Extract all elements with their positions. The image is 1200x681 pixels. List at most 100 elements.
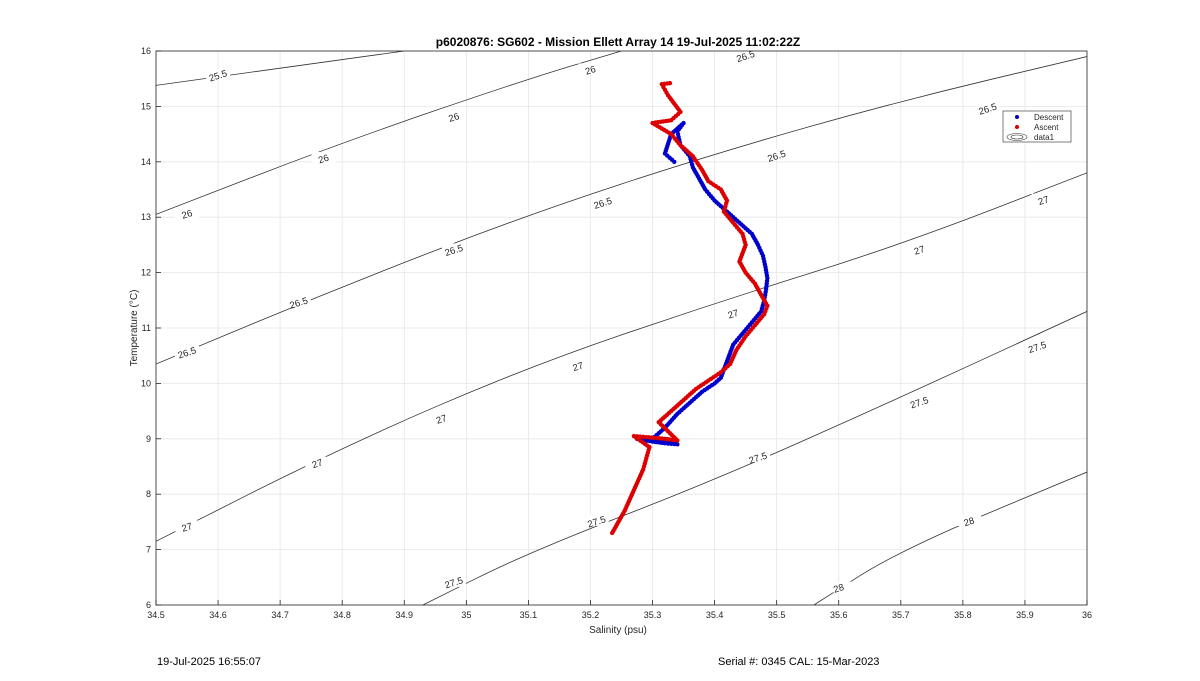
x-tick-label: 35.5 <box>768 610 786 620</box>
contour-label-background <box>429 412 454 424</box>
x-tick-label: 35.9 <box>1016 610 1034 620</box>
legend-label: Ascent <box>1034 123 1059 132</box>
grid-lines <box>155 50 1088 606</box>
density-contour-labels: 25.5 26 26 26 26 26.5 26.5 26.5 26.5 26.5 26.5 26.5… <box>175 49 1056 596</box>
contour-label: 27.5 <box>586 514 607 530</box>
x-tick-label: 34.5 <box>147 610 165 620</box>
x-tick-label: 35.1 <box>520 610 538 620</box>
contour-label: 27.5 <box>1027 340 1048 356</box>
contour-label: 27 <box>1037 194 1050 208</box>
contour-label: 27 <box>311 457 324 471</box>
legend-box <box>1002 110 1072 143</box>
density-contour-line <box>813 471 1087 605</box>
contour-label: 25.5 <box>208 68 229 84</box>
contour-label-background <box>311 152 336 164</box>
contour-label: 26.5 <box>735 49 756 65</box>
contour-label: 28 <box>832 582 845 596</box>
contour-label-background <box>584 514 609 526</box>
contour-label: 26 <box>584 64 597 78</box>
contour-label: 26.5 <box>977 102 998 118</box>
contour-label-background <box>826 581 851 593</box>
contour-label-background <box>907 395 932 407</box>
contour-label: 26.5 <box>766 149 787 165</box>
density-contour-line <box>156 172 1087 542</box>
y-tick-label: 6 <box>146 600 151 610</box>
contour-label: 27 <box>180 521 193 535</box>
y-tick-label: 13 <box>141 212 151 222</box>
contour-label: 26 <box>317 153 330 167</box>
contour-label-background <box>957 514 982 526</box>
contour-label-background <box>175 520 200 532</box>
contour-label-background <box>590 196 615 208</box>
x-tick-label: 35 <box>461 610 471 620</box>
y-axis-label: Temperature (°C) <box>129 290 140 367</box>
contour-label-background <box>1025 340 1050 352</box>
y-tick-label: 10 <box>141 378 151 388</box>
contour-label-background <box>305 456 330 468</box>
x-tick-label: 35.8 <box>954 610 972 620</box>
density-contour-line <box>156 56 1087 365</box>
legend-label: data1 <box>1034 133 1055 142</box>
density-contour-line <box>156 51 405 86</box>
y-tick-label: 15 <box>141 101 151 111</box>
y-tick-label: 7 <box>146 545 151 555</box>
y-tick-label: 16 <box>141 46 151 56</box>
legend-marker <box>1015 115 1019 119</box>
x-tick-label: 34.9 <box>396 610 414 620</box>
series-ascent <box>609 80 770 536</box>
legend-label: Descent <box>1034 113 1064 122</box>
density-contour-line <box>422 311 1087 605</box>
contour-label-background <box>441 110 466 122</box>
x-axis-label: Salinity (psu) <box>589 625 647 636</box>
x-tick-label: 36 <box>1082 610 1092 620</box>
contour-label: 27 <box>435 413 448 427</box>
contour-label-background <box>441 243 466 255</box>
legend-marker <box>1010 134 1024 140</box>
x-tick-label: 35.2 <box>582 610 600 620</box>
contour-label: 26 <box>180 208 193 222</box>
contour-label-background <box>1031 193 1056 205</box>
contour-label: 26 <box>447 111 460 125</box>
contour-label: 27 <box>571 360 584 374</box>
x-tick-label: 35.3 <box>644 610 662 620</box>
contour-label-background <box>578 63 603 75</box>
data-point <box>667 80 673 86</box>
contour-label: 27.5 <box>748 451 769 467</box>
y-tick-label: 8 <box>146 489 151 499</box>
density-contour-line <box>156 51 622 215</box>
contour-label: 26.5 <box>444 243 465 259</box>
x-tick-label: 34.6 <box>209 610 227 620</box>
contour-label-background <box>733 49 758 61</box>
data-series <box>609 80 770 536</box>
contour-label-background <box>566 359 591 371</box>
legend-marker <box>1006 133 1028 141</box>
chart-title: p6020876: SG602 - Mission Ellett Array 1… <box>436 35 800 49</box>
contour-label: 26.5 <box>593 196 614 212</box>
x-tick-label: 35.4 <box>706 610 724 620</box>
contour-label: 27.5 <box>444 575 465 591</box>
contour-label: 28 <box>962 516 975 530</box>
x-tick-label: 34.8 <box>333 610 351 620</box>
y-tick-label: 11 <box>142 323 151 333</box>
y-tick-label: 9 <box>146 434 151 444</box>
contour-label: 27 <box>727 308 740 322</box>
contour-label-background <box>441 575 466 587</box>
y-tick-label: 12 <box>141 268 151 278</box>
contour-label-background <box>175 207 200 219</box>
contour-label-background <box>746 451 771 463</box>
contour-label: 27 <box>913 244 926 258</box>
x-tick-label: 34.7 <box>271 610 289 620</box>
data-point <box>672 159 677 164</box>
axis-ticks: 34.5 34.6 34.7 34.8 34.9 35 35.1 35.2 35.3 35.4 35… <box>141 46 1092 620</box>
contour-label-background <box>206 68 231 80</box>
x-tick-label: 35.6 <box>830 610 848 620</box>
contour-label-background <box>286 296 311 308</box>
contour-label-background <box>175 345 200 357</box>
contour-label: 26.5 <box>288 295 309 311</box>
contour-label: 26.5 <box>177 345 198 361</box>
contour-label-background <box>907 243 932 255</box>
x-tick-label: 35.7 <box>892 610 910 620</box>
footer-serial-cal: Serial #: 0345 CAL: 15-Mar-2023 <box>718 656 880 668</box>
